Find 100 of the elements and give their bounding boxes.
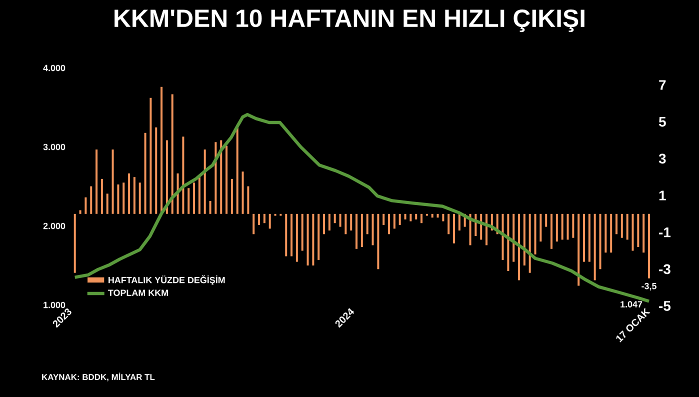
bar	[448, 214, 450, 234]
bar	[528, 214, 531, 273]
bar	[323, 214, 326, 234]
bar	[220, 140, 222, 214]
bar	[410, 214, 412, 222]
bar	[458, 214, 460, 230]
bar	[523, 214, 526, 266]
bar	[453, 214, 456, 244]
bar	[226, 146, 228, 214]
bar	[306, 214, 309, 266]
chart-title: KKM'DEN 10 HAFTANIN EN HIZLI ÇIKIŞI	[114, 10, 584, 32]
bar	[561, 214, 564, 240]
bar	[534, 214, 536, 254]
bar	[604, 214, 607, 253]
bar	[252, 214, 255, 234]
bar	[442, 214, 444, 222]
bar	[616, 214, 618, 234]
y2-tick-label: -3	[659, 264, 670, 274]
bar	[572, 214, 574, 238]
legend-label: HAFTALIK YÜZDE DEĞİŞİM	[108, 275, 225, 286]
bar	[626, 214, 628, 240]
bar	[204, 149, 206, 214]
bar	[122, 182, 125, 214]
bar	[415, 214, 418, 220]
bar	[150, 98, 152, 214]
bar	[578, 214, 580, 286]
bar	[138, 182, 141, 214]
bar	[393, 214, 396, 229]
bar	[377, 214, 380, 270]
bar	[556, 214, 558, 242]
bar	[258, 214, 260, 225]
bar	[566, 214, 569, 240]
bar	[550, 214, 553, 249]
y2-tick-label: 3	[658, 154, 666, 164]
bar	[398, 214, 401, 225]
y2-tick-label: -1	[659, 228, 671, 238]
bar	[198, 177, 200, 214]
bar	[328, 214, 330, 230]
bar	[182, 136, 184, 214]
bar	[106, 194, 108, 214]
bar	[545, 214, 548, 227]
bar	[100, 178, 103, 214]
bar	[372, 214, 374, 246]
bar	[296, 214, 298, 262]
bar	[90, 186, 92, 214]
bar	[610, 214, 612, 253]
data-label: 1.047	[620, 301, 642, 308]
bar	[512, 214, 515, 262]
bar	[404, 214, 406, 220]
bar	[79, 210, 82, 214]
bar	[637, 214, 640, 248]
bar	[263, 214, 266, 224]
bar	[171, 94, 174, 214]
bar	[436, 214, 439, 218]
bar	[160, 86, 163, 214]
bar	[312, 214, 314, 266]
bar	[74, 214, 76, 273]
bar	[366, 214, 368, 234]
bar	[632, 214, 634, 251]
bar	[599, 214, 602, 270]
bar	[356, 214, 358, 249]
bar	[594, 214, 596, 280]
bar	[388, 214, 390, 234]
bar	[96, 149, 98, 214]
bar	[588, 214, 590, 262]
y2-tick-label: 7	[659, 80, 666, 90]
bar	[214, 142, 217, 214]
bar	[242, 172, 244, 214]
bar	[209, 201, 212, 214]
bar	[540, 214, 542, 242]
y-tick-label: 2.000	[43, 222, 66, 230]
bar	[642, 214, 645, 253]
bar	[247, 186, 250, 214]
bar	[648, 214, 650, 278]
bar	[285, 214, 288, 256]
bar	[360, 214, 363, 248]
bar	[290, 214, 293, 256]
bar	[339, 214, 342, 227]
bar	[117, 184, 120, 214]
bar	[507, 214, 510, 272]
y2-tick-label: -5	[659, 301, 671, 311]
bar	[166, 140, 168, 214]
y-tick-label: 4.000	[43, 64, 66, 72]
y-tick-label: 1.000	[44, 302, 66, 308]
bar	[344, 214, 347, 234]
bar	[518, 214, 520, 280]
bar	[236, 127, 238, 214]
bar	[334, 214, 336, 224]
bar	[502, 214, 504, 260]
y2-tick-label: 5	[658, 116, 666, 127]
y-tick-label: 3.000	[43, 144, 66, 150]
legend-label: TOPLAM KKM	[108, 290, 168, 296]
bar	[301, 214, 304, 251]
bar	[420, 214, 423, 224]
bar	[382, 214, 385, 225]
bar	[188, 188, 190, 214]
y2-tick-label: 1	[659, 190, 666, 200]
bar	[620, 214, 623, 238]
bar	[155, 127, 158, 214]
bar	[84, 197, 87, 214]
